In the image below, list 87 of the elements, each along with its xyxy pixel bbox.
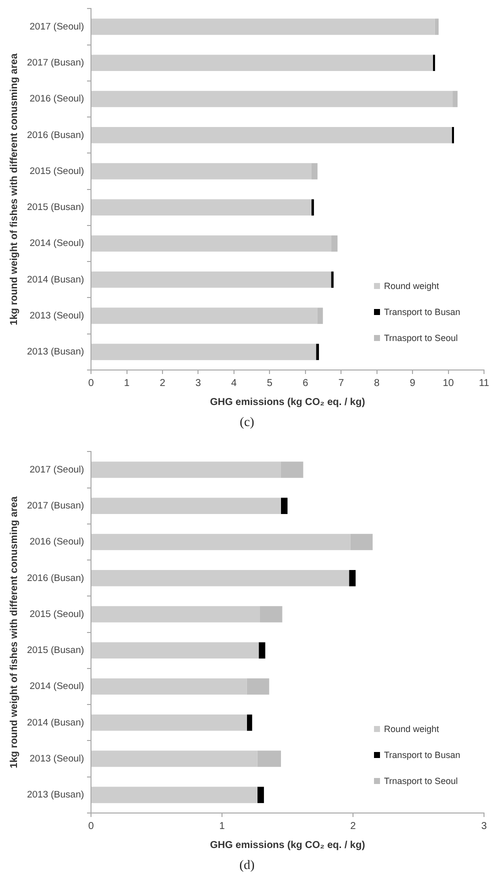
bar [92,235,332,252]
y-tick-label: 2013 (Busan) [26,790,84,801]
bar [257,786,264,804]
x-tick-label: 2 [160,378,166,389]
bar [92,534,350,550]
y-tick-label: 2015 (Seoul) [30,166,84,177]
bar [349,570,356,586]
bar [92,199,312,216]
bar [258,642,266,659]
bar [92,606,260,622]
x-tick-label: 2 [350,820,356,832]
bar [92,570,350,586]
bar [92,462,281,478]
bar [92,127,452,144]
y-tick-label: 2014 (Seoul) [30,681,84,692]
y-tick-label: 2016 (Busan) [26,572,84,584]
y-tick-label: 2017 (Seoul) [30,21,84,32]
bar [92,678,247,695]
y-axis-title: 1kg round weight of fishes with different conusming area [8,496,20,768]
y-tick-label: 2016 (Seoul) [30,536,84,548]
bar [432,54,436,72]
bar [92,54,433,72]
bar [92,308,318,324]
x-tick-label: 0 [88,820,94,832]
x-tick-label: 5 [266,378,273,389]
x-tick-label: 1 [124,378,130,389]
x-tick-label: 0 [88,378,94,389]
bar [92,272,332,288]
bar [331,235,338,252]
x-tick-label: 3 [195,378,202,389]
legend-label: Trnasport to Seoul [384,776,458,786]
y-tick-label: 2013 (Seoul) [30,753,84,764]
bar [280,498,288,514]
bar [246,678,270,695]
bar [452,90,458,108]
legend-label: Round weight [384,724,440,734]
bar [92,714,247,731]
legend-label: Trnasport to Seoul [384,333,458,343]
x-tick-label: 8 [374,378,380,389]
y-tick-label: 2014 (Busan) [26,274,84,286]
y-tick-label: 2016 (Busan) [26,130,84,141]
bar [311,163,318,180]
bar [92,344,316,360]
x-axis-title: GHG emissions (kg CO₂ eq. / kg) [210,396,366,408]
bar [316,344,319,360]
bar [92,90,453,108]
bar [92,163,312,180]
y-tick-label: 2013 (Seoul) [30,310,84,322]
y-tick-label: 2016 (Seoul) [30,94,84,105]
bar [331,272,334,288]
x-tick-label: 11 [478,378,490,389]
x-tick-label: 6 [302,378,309,389]
bar [92,750,258,767]
y-tick-label: 2013 (Busan) [26,346,84,358]
bar [434,18,439,35]
y-tick-label: 2015 (Busan) [26,202,84,214]
x-tick-label: 7 [338,378,344,389]
bar [260,606,282,622]
bar [280,462,304,478]
y-tick-label: 2015 (Seoul) [30,608,84,620]
x-tick-label: 3 [481,820,488,832]
x-tick-label: 10 [442,378,454,389]
bar [92,18,435,35]
y-tick-label: 2014 (Busan) [26,717,84,728]
text: (c) [238,414,256,430]
text: (d) [238,857,256,873]
x-tick-label: 9 [410,378,416,389]
legend-label: Transport to Busan [384,307,460,317]
bar [350,534,373,550]
y-tick-label: 2017 (Seoul) [30,464,84,476]
y-tick-label: 2017 (Busan) [26,58,84,69]
bar [257,750,281,767]
y-tick-label: 2014 (Seoul) [30,238,84,250]
bar [246,714,252,731]
x-tick-label: 1 [219,820,226,832]
bar [92,498,281,514]
y-tick-label: 2015 (Busan) [26,645,84,656]
x-tick-label: 4 [231,378,238,389]
y-tick-label: 2017 (Busan) [26,500,84,512]
bar [92,786,258,804]
bar [92,642,259,659]
legend-label: Transport to Busan [384,750,460,760]
bar [317,308,323,324]
bar [311,199,314,216]
legend-label: Round weight [384,281,440,291]
x-axis-title: GHG emissions (kg CO₂ eq. / kg) [210,840,366,851]
y-axis-title: 1kg round weight of fishes with different conusming area [8,53,20,326]
